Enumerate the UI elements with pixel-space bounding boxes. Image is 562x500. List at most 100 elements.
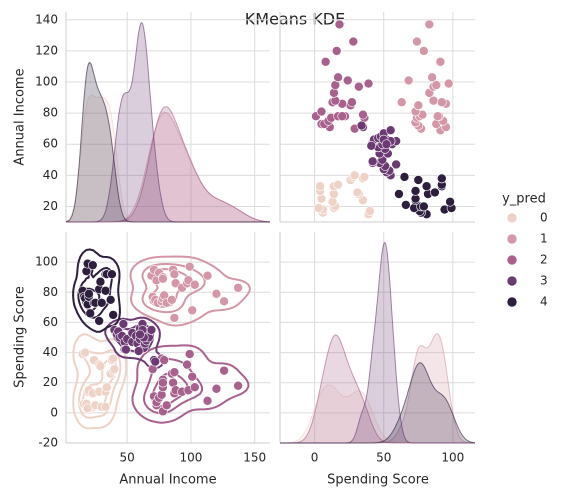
- x-tick-label: 50: [376, 451, 391, 465]
- scatter-point: [356, 120, 367, 131]
- scatter-point: [443, 78, 454, 89]
- scatter-point: [108, 353, 118, 364]
- scatter-point: [211, 383, 222, 394]
- scatter-point: [102, 382, 112, 393]
- x-tick-label: 0: [311, 451, 319, 465]
- scatter-point: [109, 364, 120, 374]
- scatter-point: [167, 295, 177, 305]
- scatter-point: [84, 288, 94, 299]
- scatter-point: [348, 36, 359, 47]
- scatter-point: [427, 72, 437, 83]
- legend-title: y_pred: [502, 192, 546, 207]
- x-tick-label: 100: [441, 451, 464, 465]
- scatter-point: [100, 402, 111, 412]
- scatter-point: [413, 100, 424, 111]
- kde-area: [66, 106, 270, 222]
- legend-label: 4: [540, 295, 548, 309]
- scatter-point: [329, 88, 339, 98]
- scatter-point: [349, 170, 360, 181]
- scatter-point: [330, 95, 341, 106]
- scatter-point: [419, 46, 429, 56]
- scatter-point: [333, 179, 343, 190]
- legend-label: 2: [540, 253, 548, 267]
- scatter-point: [399, 172, 410, 182]
- scatter-point: [432, 111, 443, 122]
- y-tick-label: 80: [43, 106, 58, 120]
- scatter-point: [189, 382, 200, 393]
- scatter-point: [187, 305, 198, 316]
- scatter-point: [161, 400, 172, 411]
- scatter-point: [401, 200, 411, 210]
- scatter-point: [187, 371, 198, 382]
- legend-label: 1: [540, 232, 548, 246]
- y-tick-label: 100: [35, 75, 58, 89]
- scatter-point: [391, 159, 401, 170]
- kde-line: [65, 61, 270, 223]
- y-tick-label: 80: [43, 285, 58, 299]
- scatter-point: [233, 380, 243, 391]
- scatter-point: [96, 298, 107, 308]
- kde-line: [280, 362, 476, 444]
- kde-area: [280, 334, 475, 443]
- scatter-point: [169, 269, 180, 280]
- scatter-point: [94, 316, 104, 326]
- scatter-point: [445, 196, 455, 207]
- scatter-point: [118, 319, 129, 329]
- scatter-point: [313, 203, 324, 213]
- legend-marker: [506, 275, 518, 287]
- scatter-point: [108, 310, 118, 320]
- scatter-point: [428, 95, 439, 106]
- y-tick-label: 40: [43, 168, 58, 182]
- scatter-point: [315, 181, 325, 192]
- y-tick-label: -20: [38, 436, 58, 450]
- kde-contour: [72, 248, 121, 333]
- legend-label: 3: [540, 274, 548, 288]
- scatter-point: [435, 56, 446, 67]
- kde-area: [66, 22, 270, 222]
- legend-marker: [506, 254, 518, 266]
- scatter-point: [354, 81, 364, 92]
- y-tick-label: 0: [50, 405, 58, 419]
- scatter-point: [394, 189, 404, 199]
- kde-area: [280, 385, 475, 443]
- scatter-point: [410, 186, 421, 196]
- x-tick-label: 100: [179, 451, 202, 465]
- scatter-point: [430, 187, 440, 198]
- scatter-point: [100, 285, 111, 296]
- x-tick-label: 50: [120, 451, 135, 465]
- scatter-point: [352, 187, 363, 198]
- scatter-point: [396, 97, 407, 108]
- kde-line: [66, 106, 271, 223]
- scatter-point: [363, 78, 374, 89]
- scatter-point: [85, 308, 96, 319]
- kde-area: [280, 362, 475, 443]
- kde-area: [66, 95, 270, 222]
- scatter-point: [359, 172, 370, 182]
- scatter-point: [316, 193, 327, 204]
- scatter-point: [135, 329, 145, 340]
- scatter-point: [403, 75, 414, 86]
- legend-marker: [506, 212, 518, 224]
- scatter-point: [121, 344, 131, 355]
- scatter-point: [385, 125, 396, 136]
- y-tick-label: 60: [43, 137, 58, 151]
- scatter-point: [202, 395, 213, 406]
- scatter-point: [169, 367, 180, 377]
- y-tick-label: 20: [43, 375, 58, 389]
- scatter-point: [327, 196, 338, 207]
- scatter-point: [320, 56, 331, 67]
- scatter-point: [334, 19, 345, 30]
- scatter-point: [381, 139, 392, 150]
- x-axis-label: Annual Income: [119, 473, 216, 488]
- scatter-point: [158, 273, 168, 284]
- scatter-point: [337, 111, 348, 122]
- scatter-point: [431, 80, 442, 90]
- scatter-point: [233, 282, 243, 293]
- scatter-point: [424, 19, 435, 30]
- y-tick-label: 140: [35, 12, 58, 26]
- scatter-point: [105, 295, 116, 305]
- scatter-point: [158, 377, 168, 388]
- scatter-point: [189, 279, 200, 290]
- y-tick-label: 100: [35, 255, 58, 269]
